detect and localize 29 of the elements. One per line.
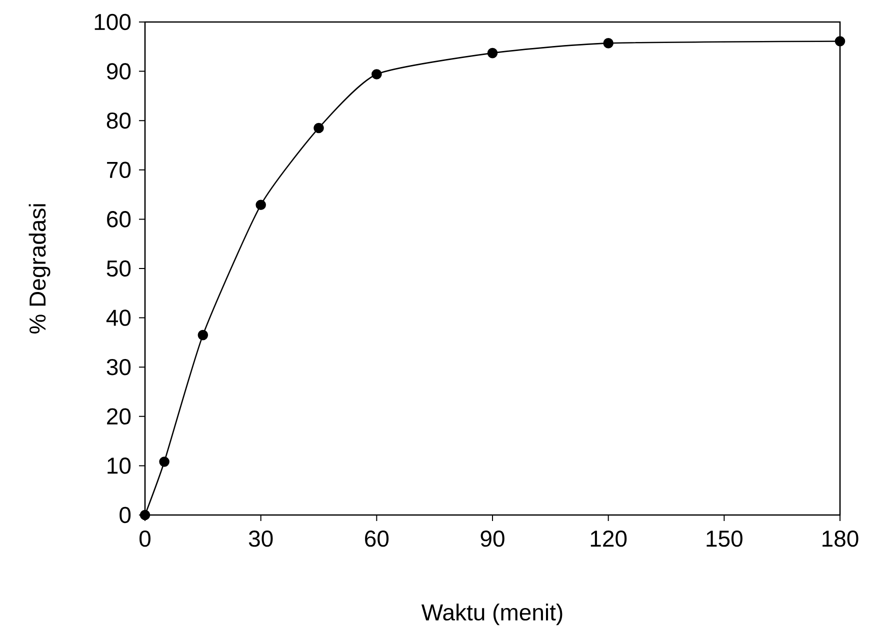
x-tick-label: 90: [480, 530, 504, 547]
y-tick-label: 50: [106, 260, 131, 277]
y-axis-title: % Degradasi: [28, 204, 50, 334]
y-tick-label: 10: [108, 458, 131, 474]
y-tick-label: 30: [106, 358, 131, 376]
point: [487, 48, 498, 58]
point: [372, 69, 382, 80]
x-tick-label: 120: [590, 530, 627, 547]
y-tick-label: 0: [120, 506, 131, 524]
x-axis-title: Waktu (menit): [421, 604, 562, 626]
y-tick-label: 100: [94, 14, 131, 30]
point: [256, 200, 266, 210]
y-tick-label: 70: [107, 162, 131, 178]
point: [198, 330, 208, 340]
y-tick-label: 90: [106, 63, 131, 80]
point: [159, 456, 170, 467]
y-tick-label: 20: [107, 408, 131, 425]
x-tick-label: 0: [140, 530, 150, 547]
point: [314, 122, 324, 134]
x-tick-label: 150: [706, 530, 742, 547]
x-tick-label: 60: [365, 530, 389, 547]
y-tick-label: 80: [106, 112, 131, 129]
x-tick-label: 180: [822, 530, 858, 547]
point: [834, 36, 846, 46]
point: [603, 38, 614, 48]
point: [140, 510, 150, 520]
y-tick-label: 60: [107, 211, 131, 228]
y-tick-label: 40: [106, 310, 131, 326]
x-tick-label: 30: [248, 530, 273, 547]
